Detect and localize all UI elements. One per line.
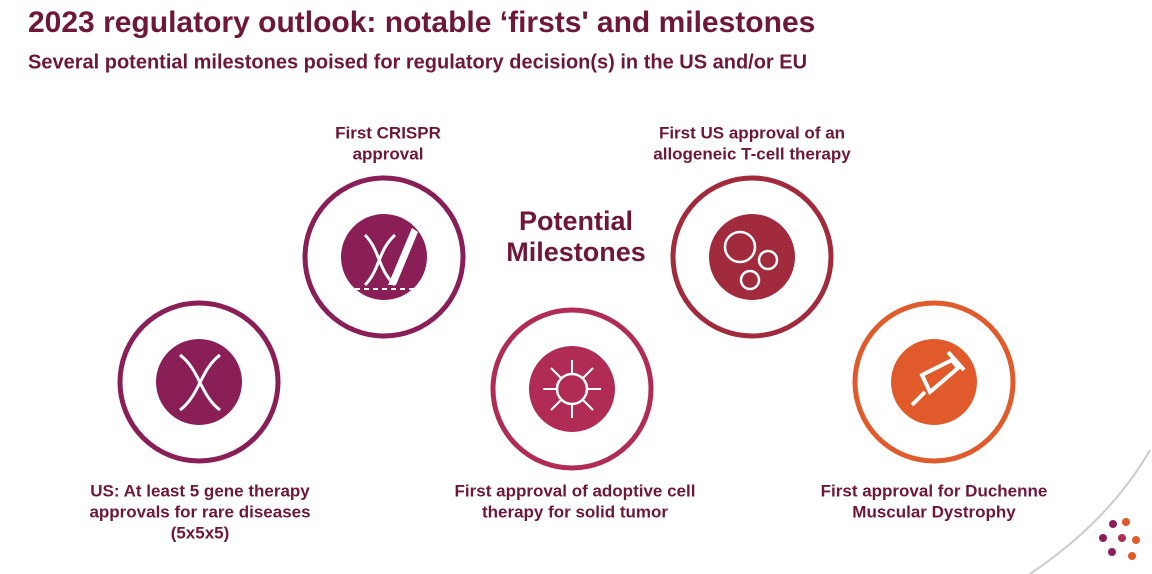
milestone-label: allogeneic T-cell therapy xyxy=(653,144,851,163)
milestone-label: Muscular Dystrophy xyxy=(852,502,1016,521)
milestone-gene-therapy xyxy=(117,300,281,464)
milestone-dmd xyxy=(852,300,1016,464)
subtitle: Several potential milestones poised for … xyxy=(28,51,807,73)
milestone-label: First approval for Duchenne xyxy=(821,481,1048,500)
milestone-label: US: At least 5 gene therapy xyxy=(90,481,310,500)
title: 2023 regulatory outlook: notable ‘firsts… xyxy=(28,6,815,39)
milestone-allogeneic xyxy=(670,175,834,339)
milestone-label: First US approval of an xyxy=(659,123,845,142)
milestone-label: First CRISPR xyxy=(335,123,441,142)
milestone-label: approval xyxy=(353,144,424,163)
milestone-label: therapy for solid tumor xyxy=(482,502,668,521)
milestone-adoptive xyxy=(490,307,654,471)
logo xyxy=(1099,518,1140,560)
center-label: Potential xyxy=(519,206,633,236)
center-label: Milestones xyxy=(506,237,646,267)
milestone-label: (5x5x5) xyxy=(171,523,230,542)
swoosh xyxy=(1029,449,1151,574)
milestone-crispr xyxy=(302,175,466,339)
milestone-label: approvals for rare diseases xyxy=(89,502,310,521)
milestone-label: First approval of adoptive cell xyxy=(455,481,696,500)
